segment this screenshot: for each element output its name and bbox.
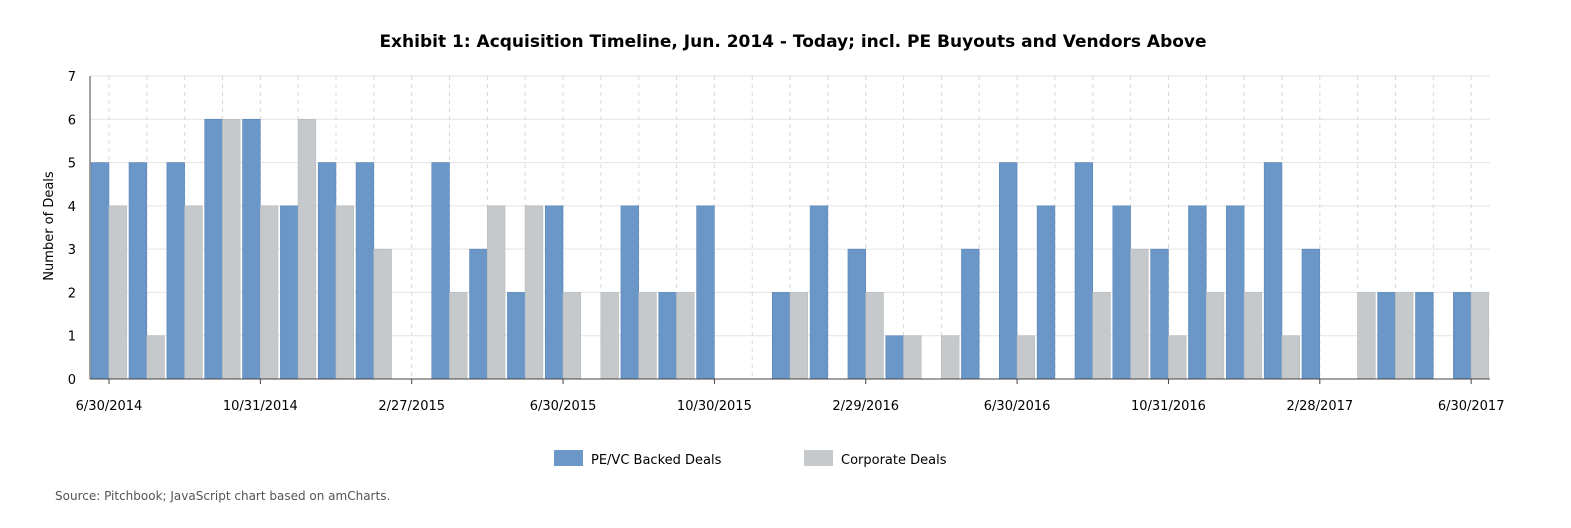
pe-vc-bar — [355, 162, 375, 380]
source-note: Source: Pitchbook; JavaScript chart base… — [55, 489, 390, 503]
pe-vc-bar — [885, 335, 904, 380]
corporate-bar — [638, 292, 657, 380]
y-tick-label: 0 — [68, 373, 76, 388]
legend-swatch-pe-vc — [554, 450, 583, 466]
corporate-bar — [108, 205, 127, 380]
pe-vc-bar — [204, 118, 223, 380]
y-tick-label: 4 — [68, 200, 76, 215]
x-tick-label: 2/27/2015 — [378, 399, 445, 414]
corporate-bar — [146, 335, 165, 380]
corporate-bar — [1205, 292, 1225, 380]
corporate-bar — [449, 292, 468, 380]
pe-vc-bar — [1377, 292, 1396, 380]
corporate-bar — [865, 292, 884, 380]
chart-title: Exhibit 1: Acquisition Timeline, Jun. 20… — [379, 32, 1206, 52]
corporate-bar — [335, 205, 354, 380]
corporate-bar — [903, 335, 922, 380]
bars — [90, 118, 1490, 380]
x-tick-label: 6/30/2015 — [530, 399, 597, 414]
x-tick-label: 10/30/2015 — [677, 399, 752, 414]
y-tick-label: 7 — [68, 70, 76, 85]
pe-vc-bar — [771, 292, 791, 380]
corporate-bar — [789, 292, 809, 380]
pe-vc-bar — [1188, 205, 1207, 380]
legend-swatch-corporate — [804, 450, 833, 466]
corporate-bar — [1130, 248, 1149, 380]
y-tick-label: 1 — [68, 330, 76, 345]
pe-vc-bar — [507, 292, 526, 380]
corporate-bar — [1357, 292, 1376, 380]
corporate-bar — [1395, 292, 1414, 380]
corporate-bar — [1243, 292, 1263, 380]
corporate-bar — [373, 248, 392, 380]
y-tick-label: 6 — [68, 113, 76, 128]
corporate-bar — [222, 118, 241, 380]
x-tick-label: 6/30/2017 — [1438, 399, 1505, 414]
x-tick-label: 10/31/2016 — [1131, 399, 1206, 414]
pe-vc-bar — [1415, 292, 1434, 380]
pe-vc-bar — [1226, 205, 1245, 380]
pe-vc-bar — [431, 162, 450, 380]
corporate-bar — [486, 205, 506, 380]
pe-vc-bar — [469, 248, 488, 380]
y-axis-title: Number of Deals — [42, 171, 57, 281]
pe-vc-bar — [1112, 205, 1131, 380]
pe-vc-bar — [166, 162, 185, 380]
legend-label: Corporate Deals — [841, 453, 947, 468]
corporate-bar — [259, 205, 279, 380]
pe-vc-bar — [847, 248, 866, 380]
pe-vc-bar — [696, 205, 715, 380]
pe-vc-bar — [658, 292, 677, 380]
y-tick-label: 5 — [68, 157, 76, 172]
corporate-bar — [524, 205, 544, 380]
corporate-bar — [562, 292, 581, 380]
pe-vc-bar — [317, 162, 337, 380]
x-tick-label: 10/31/2014 — [223, 399, 298, 414]
pe-vc-bar — [1036, 205, 1056, 380]
corporate-bar — [184, 205, 203, 380]
pe-vc-bar — [1453, 292, 1472, 380]
pe-vc-bar — [1150, 248, 1169, 380]
corporate-bar — [1470, 292, 1490, 380]
pe-vc-bar — [999, 162, 1018, 380]
pe-vc-bar — [90, 162, 110, 380]
pe-vc-bar — [242, 118, 261, 380]
x-tick-label: 6/30/2016 — [984, 399, 1051, 414]
corporate-bar — [1281, 335, 1300, 380]
corporate-bar — [941, 335, 960, 380]
y-tick-label: 3 — [68, 243, 76, 258]
corporate-bar — [600, 292, 619, 380]
pe-vc-bar — [1263, 162, 1283, 380]
legend: PE/VC Backed Deals Corporate Deals — [554, 450, 947, 468]
y-tick-label: 2 — [68, 286, 76, 301]
legend-label: PE/VC Backed Deals — [591, 453, 722, 468]
corporate-bar — [676, 292, 695, 380]
pe-vc-bar — [620, 205, 639, 380]
x-tick-label: 6/30/2014 — [76, 399, 143, 414]
pe-vc-bar — [809, 205, 829, 380]
pe-vc-bar — [961, 248, 980, 380]
pe-vc-bar — [128, 162, 148, 380]
pe-vc-bar — [1074, 162, 1094, 380]
x-tick-label: 2/29/2016 — [832, 399, 899, 414]
x-tick-label: 2/28/2017 — [1286, 399, 1353, 414]
pe-vc-bar — [1301, 248, 1321, 380]
pe-vc-bar — [544, 205, 564, 380]
corporate-bar — [1092, 292, 1111, 380]
pe-vc-bar — [280, 205, 299, 380]
corporate-bar — [1016, 335, 1036, 380]
axes: 0 1 2 3 4 5 6 7 6/30/2014 10/31/2014 2/27/2015 6/30… — [68, 70, 1505, 414]
corporate-bar — [297, 118, 317, 380]
corporate-bar — [1168, 335, 1187, 380]
